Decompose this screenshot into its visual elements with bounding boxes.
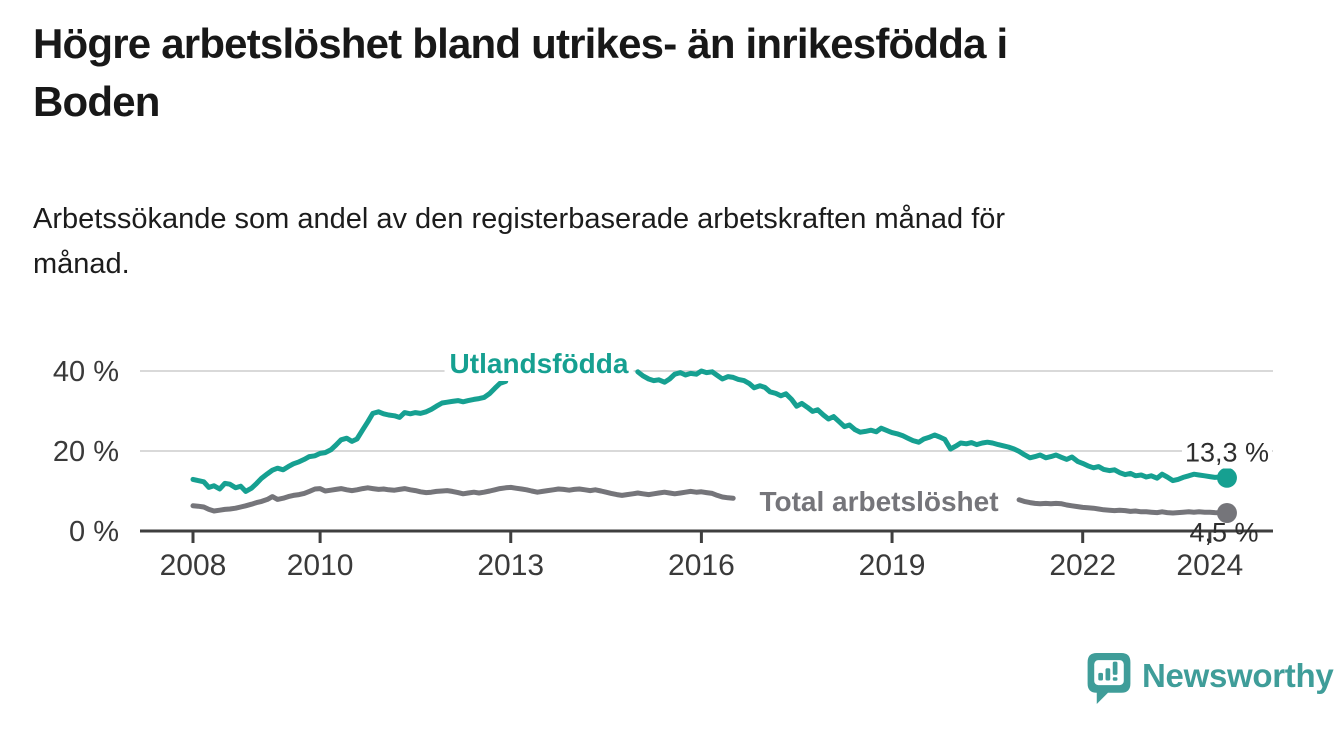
x-tick-label-2013: 2013 bbox=[477, 549, 544, 582]
y-tick-label-20: 20 % bbox=[53, 436, 119, 468]
series-line-0-seg-0 bbox=[190, 378, 509, 494]
x-tick-label-2019: 2019 bbox=[859, 549, 926, 582]
x-tick-label-2010: 2010 bbox=[287, 549, 354, 582]
series-line-1-seg-0 bbox=[190, 484, 736, 514]
newsworthy-logo: Newsworthy bbox=[1086, 652, 1334, 705]
series-end-dot-1 bbox=[1216, 503, 1237, 523]
series-label-utlandsfodda: Utlandsfödda bbox=[444, 347, 634, 381]
chart-subtitle-line2: månad. bbox=[33, 248, 130, 280]
logo-bar-short bbox=[1098, 672, 1103, 681]
newsworthy-logo-icon bbox=[1087, 653, 1131, 704]
x-tick-label-2008: 2008 bbox=[160, 549, 227, 582]
y-tick-label-0: 0 % bbox=[69, 516, 119, 548]
x-tick-label-2016: 2016 bbox=[668, 549, 735, 582]
series-line-1-seg-1 bbox=[1016, 497, 1230, 516]
series-end-dot-0 bbox=[1216, 467, 1237, 488]
page-title-line1: Högre arbetslöshet bland utrikes- än inr… bbox=[33, 20, 1008, 67]
logo-exclamation-bar bbox=[1112, 661, 1118, 675]
logo-exclamation-dot bbox=[1112, 677, 1118, 681]
page-title-line2: Boden bbox=[33, 78, 160, 125]
end-value-label-total: 4,5 % bbox=[1189, 517, 1259, 548]
chart-subtitle: Arbetssökande som andel av den registerb… bbox=[33, 197, 1253, 287]
logo-bar-medium bbox=[1105, 668, 1111, 681]
y-tick-label-40: 40 % bbox=[53, 356, 119, 388]
newsworthy-wordmark: Newsworthy bbox=[1142, 657, 1334, 694]
series-line-0-seg-1 bbox=[635, 368, 1230, 484]
x-tick-label-2022: 2022 bbox=[1049, 549, 1116, 582]
x-tick-label-2024: 2024 bbox=[1176, 549, 1243, 582]
end-value-label-utlandsfodda: 13,3 % bbox=[1181, 437, 1273, 469]
page-title: Högre arbetslöshet bland utrikes- än inr… bbox=[33, 15, 1283, 131]
series-label-total-arbetsloshet: Total arbetslöshet bbox=[754, 485, 1004, 519]
chart-subtitle-line1: Arbetssökande som andel av den registerb… bbox=[33, 203, 1006, 235]
